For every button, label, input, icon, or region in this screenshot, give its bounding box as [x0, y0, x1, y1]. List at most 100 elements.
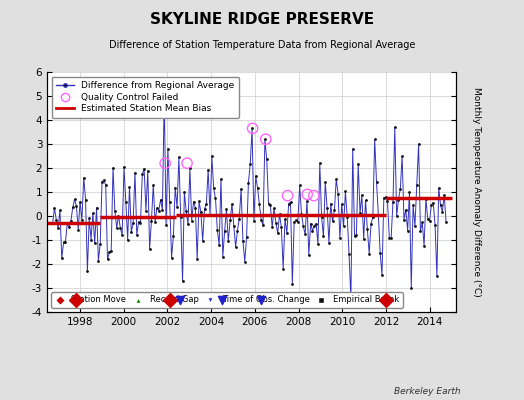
Point	[183, 160, 191, 166]
Point	[390, 124, 399, 130]
Point	[277, 224, 286, 230]
Point	[241, 258, 249, 265]
Point	[352, 232, 361, 238]
Point	[358, 192, 366, 198]
Point	[140, 165, 148, 172]
Point	[438, 209, 446, 215]
Point	[263, 156, 271, 162]
Point	[431, 222, 439, 228]
Point	[233, 228, 242, 234]
Point	[398, 153, 406, 159]
Point	[323, 205, 331, 211]
Point	[74, 226, 82, 233]
Point	[246, 160, 255, 167]
Point	[416, 228, 424, 234]
Point	[271, 220, 280, 226]
Point	[124, 237, 132, 243]
Point	[275, 211, 283, 217]
Point	[208, 153, 216, 159]
Point	[293, 219, 302, 225]
Point	[196, 209, 205, 215]
Point	[374, 212, 383, 218]
Point	[114, 213, 123, 219]
Point	[176, 297, 184, 303]
Point	[100, 177, 108, 183]
Point	[310, 222, 319, 229]
Point	[102, 182, 110, 188]
Point	[56, 207, 64, 214]
Point	[161, 160, 169, 166]
Point	[169, 233, 178, 239]
Point	[347, 296, 355, 302]
Point	[315, 160, 324, 166]
Point	[252, 173, 260, 179]
Point	[304, 252, 313, 258]
Point	[385, 235, 394, 241]
Point	[422, 195, 430, 202]
Point	[219, 254, 227, 260]
Point	[122, 198, 130, 205]
Point	[65, 224, 73, 230]
Point	[199, 238, 207, 244]
Point	[228, 201, 236, 207]
Point	[162, 222, 170, 228]
Point	[310, 192, 318, 199]
Point	[329, 218, 337, 225]
Point	[173, 204, 181, 211]
Point	[401, 206, 410, 213]
Point	[98, 179, 106, 185]
Legend: Station Move, Record Gap, Time of Obs. Change, Empirical Break: Station Move, Record Gap, Time of Obs. C…	[51, 292, 402, 308]
Point	[314, 241, 322, 248]
Point	[54, 225, 62, 231]
Point	[61, 239, 70, 245]
Point	[396, 186, 405, 192]
Point	[255, 201, 264, 208]
Y-axis label: Monthly Temperature Anomaly Difference (°C): Monthly Temperature Anomaly Difference (…	[472, 87, 481, 297]
Point	[389, 199, 397, 205]
Point	[185, 165, 194, 171]
Point	[239, 238, 247, 244]
Point	[319, 233, 328, 240]
Point	[378, 272, 386, 278]
Point	[230, 222, 238, 229]
Point	[418, 219, 427, 226]
Point	[257, 217, 266, 224]
Point	[152, 204, 161, 211]
Point	[354, 161, 363, 167]
Point	[270, 205, 278, 211]
Point	[59, 239, 68, 246]
Point	[420, 243, 428, 249]
Point	[111, 207, 119, 214]
Point	[261, 136, 270, 142]
Point	[429, 200, 438, 206]
Point	[297, 211, 305, 217]
Point	[92, 204, 101, 211]
Point	[330, 207, 339, 214]
Point	[403, 227, 412, 234]
Point	[118, 232, 126, 238]
Point	[436, 202, 445, 208]
Point	[303, 198, 311, 204]
Point	[85, 215, 93, 221]
Point	[142, 208, 150, 214]
Point	[58, 255, 66, 262]
Point	[282, 230, 291, 236]
Point	[382, 297, 390, 303]
Point	[116, 224, 125, 231]
Point	[425, 218, 434, 224]
Point	[433, 273, 441, 279]
Point	[215, 242, 223, 248]
Point	[409, 202, 417, 208]
Point	[156, 196, 165, 203]
Point	[259, 222, 267, 228]
Point	[290, 219, 298, 225]
Point	[237, 186, 245, 192]
Point	[226, 217, 234, 224]
Point	[405, 189, 413, 196]
Point	[235, 215, 244, 222]
Point	[180, 189, 189, 196]
Point	[301, 231, 309, 238]
Point	[365, 250, 374, 257]
Point	[177, 214, 185, 220]
Point	[107, 248, 115, 254]
